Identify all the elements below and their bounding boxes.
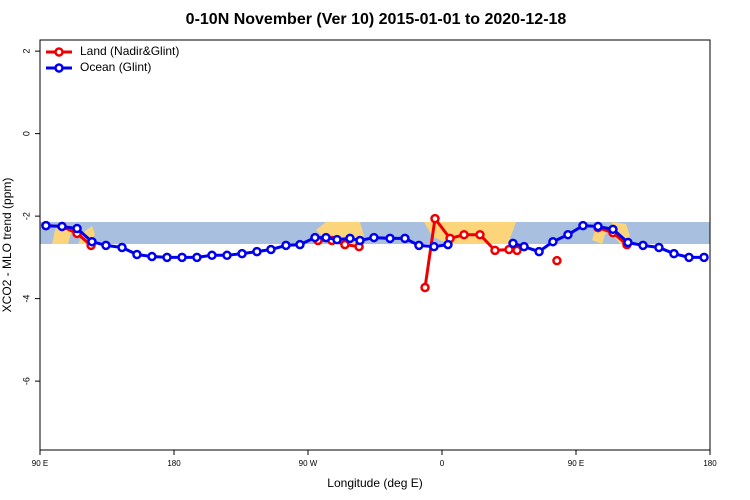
y-tick-label: -6	[21, 377, 31, 385]
data-point	[321, 232, 331, 243]
data-point	[684, 252, 694, 263]
legend-marker	[54, 63, 64, 73]
y-tick-label: 2	[21, 49, 31, 54]
data-point	[369, 232, 379, 243]
data-point	[429, 241, 439, 252]
data-point	[147, 251, 157, 262]
data-point	[310, 232, 320, 243]
data-point	[385, 233, 395, 244]
data-point	[101, 240, 111, 251]
x-tick-label: 180	[703, 459, 717, 468]
data-point	[490, 245, 500, 256]
data-point	[57, 221, 67, 232]
data-point	[345, 233, 355, 244]
data-point	[192, 252, 202, 263]
data-point	[534, 246, 544, 257]
data-point	[295, 239, 305, 250]
data-point	[563, 229, 573, 240]
data-point	[414, 240, 424, 251]
x-tick-label: 0	[440, 459, 445, 468]
data-point	[608, 224, 618, 235]
x-tick-label: 90 E	[568, 459, 584, 468]
data-point	[638, 240, 648, 251]
data-point	[355, 235, 365, 246]
data-point	[623, 237, 633, 248]
y-axis-label: XCO2 - MLO trend (ppm)	[0, 178, 14, 313]
data-point	[222, 250, 232, 261]
data-point	[654, 242, 664, 253]
data-point	[519, 241, 529, 252]
chart-title: 0-10N November (Ver 10) 2015-01-01 to 20…	[186, 11, 567, 28]
data-point	[420, 282, 430, 293]
x-tick-label: 90 W	[299, 459, 318, 468]
data-point	[132, 249, 142, 260]
data-point	[266, 244, 276, 255]
data-point	[237, 248, 247, 259]
y-tick-label: 0	[21, 131, 31, 136]
data-point	[87, 236, 97, 247]
x-tick-label: 90 E	[32, 459, 48, 468]
data-point	[593, 221, 603, 232]
data-point	[41, 220, 51, 231]
data-point	[430, 213, 440, 224]
data-point	[443, 239, 453, 250]
data-point	[332, 234, 342, 245]
data-point	[207, 250, 217, 261]
y-tick-label: -4	[21, 295, 31, 303]
legend-label: Land (Nadir&Glint)	[80, 44, 179, 58]
data-point	[400, 233, 410, 244]
data-point	[508, 238, 518, 249]
data-point	[699, 252, 709, 263]
legend-label: Ocean (Glint)	[80, 60, 151, 74]
data-point	[72, 223, 82, 234]
data-point	[281, 240, 291, 251]
data-point	[512, 245, 522, 256]
data-point	[162, 252, 172, 263]
data-point	[578, 220, 588, 231]
data-point	[548, 236, 558, 247]
y-tick-label: -2	[21, 212, 31, 220]
data-point	[177, 252, 187, 263]
data-point	[552, 255, 562, 266]
data-point	[117, 242, 127, 253]
legend-marker	[54, 47, 64, 57]
data-point	[475, 229, 485, 240]
data-point	[252, 246, 262, 257]
x-tick-label: 180	[167, 459, 181, 468]
data-point	[340, 239, 350, 250]
data-point	[669, 248, 679, 259]
plot-frame	[39, 39, 711, 451]
x-axis-label: Longitude (deg E)	[327, 476, 422, 490]
data-point	[459, 229, 469, 240]
